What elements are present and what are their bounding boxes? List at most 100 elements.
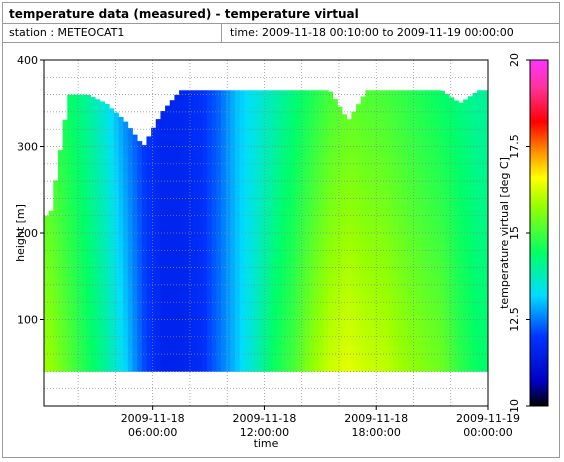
heatmap-cell xyxy=(127,319,133,329)
heatmap-cell xyxy=(281,310,287,320)
heatmap-cell xyxy=(383,354,390,364)
heatmap-cell xyxy=(379,302,385,312)
heatmap-cell xyxy=(202,302,208,312)
heatmap-cell xyxy=(99,103,105,113)
heatmap-cell xyxy=(253,302,259,312)
heatmap-cell xyxy=(351,163,357,173)
heatmap-cell xyxy=(444,103,450,113)
heatmap-cell xyxy=(244,155,250,165)
heatmap-cell xyxy=(113,267,119,277)
heatmap-cell xyxy=(272,198,278,208)
heatmap-cell xyxy=(370,189,376,199)
heatmap-cell xyxy=(370,319,376,329)
heatmap-cell xyxy=(123,362,129,372)
heatmap-cell xyxy=(104,354,110,364)
heatmap-cell xyxy=(477,267,483,277)
heatmap-cell xyxy=(304,302,310,312)
heatmap-cell xyxy=(388,94,394,104)
heatmap-cell xyxy=(304,354,310,364)
heatmap-cell xyxy=(81,111,87,121)
heatmap-cell xyxy=(234,258,241,268)
heatmap-cell xyxy=(258,310,264,320)
heatmap-cell xyxy=(272,90,278,95)
heatmap-cell xyxy=(141,302,147,312)
heatmap-cell xyxy=(248,345,254,355)
heatmap-cell xyxy=(314,120,320,130)
heatmap-cell xyxy=(90,267,96,277)
heatmap-cell xyxy=(356,267,362,277)
heatmap-cell xyxy=(481,207,487,217)
heatmap-cell xyxy=(155,276,161,286)
heatmap-cell xyxy=(234,336,241,346)
heatmap-cell xyxy=(183,267,189,277)
heatmap-cell xyxy=(71,258,77,268)
heatmap-cell xyxy=(244,224,250,234)
heatmap-cell xyxy=(411,137,417,147)
heatmap-cell xyxy=(62,120,68,130)
heatmap-cell xyxy=(123,310,129,320)
heatmap-cell xyxy=(109,198,115,208)
heatmap-cell xyxy=(458,293,464,303)
heatmap-cell xyxy=(300,172,306,182)
heatmap-cell xyxy=(351,189,357,199)
heatmap-cell xyxy=(193,181,199,191)
heatmap-cell xyxy=(127,172,133,182)
heatmap-cell xyxy=(225,362,231,372)
heatmap-cell xyxy=(174,302,180,312)
heatmap-cell xyxy=(248,354,254,364)
colorbar-tick-label: 10 xyxy=(508,399,521,413)
heatmap-cell xyxy=(225,224,231,234)
heatmap-cell xyxy=(188,94,194,104)
heatmap-cell xyxy=(356,224,362,234)
heatmap-cell xyxy=(216,224,222,234)
heatmap-cell xyxy=(342,114,348,121)
heatmap-cell xyxy=(463,362,469,372)
heatmap-cell xyxy=(67,224,73,234)
heatmap-cell xyxy=(379,94,385,104)
heatmap-cell xyxy=(318,189,324,199)
heatmap-cell xyxy=(318,163,324,173)
heatmap-cell xyxy=(449,319,455,329)
heatmap-cell xyxy=(193,189,199,199)
heatmap-cell xyxy=(90,103,96,113)
heatmap-cell xyxy=(388,198,394,208)
heatmap-cell xyxy=(407,111,413,121)
heatmap-cell xyxy=(453,362,459,372)
heatmap-cell xyxy=(262,207,268,217)
heatmap-cell xyxy=(314,250,320,260)
heatmap-cell xyxy=(379,284,385,294)
heatmap-cell xyxy=(402,258,408,268)
heatmap-cell xyxy=(174,103,180,113)
heatmap-cell xyxy=(253,198,259,208)
heatmap-cell xyxy=(57,198,64,208)
heatmap-cell xyxy=(481,103,487,113)
heatmap-cell xyxy=(449,354,455,364)
heatmap-cell xyxy=(342,224,348,234)
heatmap-cell xyxy=(421,336,427,346)
heatmap-cell xyxy=(407,310,413,320)
heatmap-cell xyxy=(207,224,213,234)
heatmap-cell xyxy=(281,137,287,147)
heatmap-cell xyxy=(113,198,119,208)
heatmap-cell xyxy=(248,284,254,294)
heatmap-cell xyxy=(188,362,194,372)
heatmap-cell xyxy=(220,267,227,277)
heatmap-cell xyxy=(146,241,152,251)
heatmap-cell xyxy=(44,354,50,364)
heatmap-cell xyxy=(411,284,417,294)
heatmap-cell xyxy=(127,362,133,372)
heatmap-cell xyxy=(253,163,259,173)
heatmap-cell xyxy=(458,155,464,165)
heatmap-cell xyxy=(258,328,264,338)
heatmap-cell xyxy=(155,181,161,191)
heatmap-cell xyxy=(141,328,147,338)
heatmap-cell xyxy=(90,155,96,165)
heatmap-cell xyxy=(113,293,119,303)
heatmap-cell xyxy=(425,345,431,355)
heatmap-cell xyxy=(472,172,478,182)
heatmap-cell xyxy=(439,103,445,113)
heatmap-cell xyxy=(109,172,115,182)
heatmap-cell xyxy=(272,94,278,104)
y-axis-label: height [m] xyxy=(14,204,27,262)
heatmap-cell xyxy=(411,250,417,260)
